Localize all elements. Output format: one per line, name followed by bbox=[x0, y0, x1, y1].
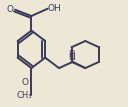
Text: N: N bbox=[68, 53, 75, 62]
Text: H: H bbox=[68, 50, 75, 59]
Text: O: O bbox=[21, 78, 28, 87]
Text: O: O bbox=[7, 5, 14, 14]
Text: OH: OH bbox=[47, 4, 61, 13]
Text: CH₃: CH₃ bbox=[17, 91, 32, 100]
